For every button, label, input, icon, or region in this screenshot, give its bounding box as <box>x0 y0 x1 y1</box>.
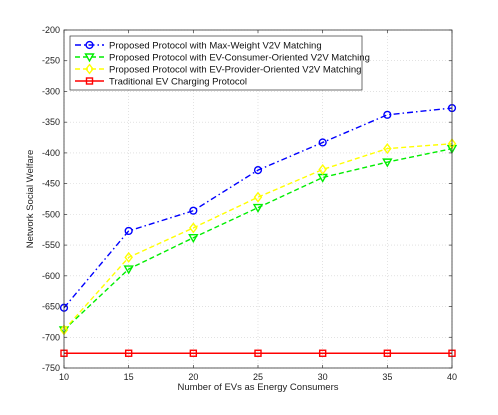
marker-square <box>383 349 392 357</box>
y-tick-label: -450 <box>42 179 60 189</box>
x-tick-label: 15 <box>124 372 134 382</box>
legend-entry: Proposed Protocol with EV-Consumer-Orien… <box>75 52 370 63</box>
marker-square <box>318 349 327 357</box>
marker-circle <box>189 206 198 215</box>
series-line <box>63 147 453 331</box>
marker-triangle-down <box>188 234 199 244</box>
marker-diamond <box>383 143 392 155</box>
marker-diamond <box>189 222 198 234</box>
x-tick-label: 25 <box>253 372 263 382</box>
marker-square <box>124 349 133 357</box>
x-axis-label: Number of EVs as Energy Consumers <box>177 382 338 393</box>
series-1 <box>59 103 457 312</box>
y-tick-label: -600 <box>42 271 60 281</box>
marker-diamond <box>124 251 133 263</box>
series-line <box>63 142 453 331</box>
legend-label: Traditional EV Charging Protocol <box>109 76 247 87</box>
marker-circle <box>85 40 94 50</box>
y-tick-label: -750 <box>42 363 60 373</box>
marker-diamond <box>85 63 94 75</box>
marker-circle <box>383 110 392 119</box>
marker-square <box>189 349 198 357</box>
legend-label: Proposed Protocol with EV-Consumer-Orien… <box>109 52 370 63</box>
marker-circle <box>124 226 133 236</box>
marker-triangle-down <box>252 203 264 214</box>
y-tick-label: -200 <box>42 25 60 35</box>
y-tick-label: -700 <box>42 332 60 342</box>
marker-square <box>254 349 262 357</box>
x-tick-label: 30 <box>318 372 328 382</box>
series-line <box>63 107 453 309</box>
legend-label: Proposed Protocol with Max-Weight V2V Ma… <box>109 40 322 51</box>
y-tick-label: -500 <box>42 209 60 219</box>
marker-circle <box>253 166 263 175</box>
x-tick-label: 20 <box>188 372 198 382</box>
y-tick-label: -400 <box>42 148 60 158</box>
marker-square <box>85 77 94 85</box>
legend: Proposed Protocol with Max-Weight V2V Ma… <box>69 35 370 91</box>
y-tick-label: -300 <box>42 86 60 96</box>
x-tick-label: 40 <box>447 372 457 382</box>
legend-entry: Proposed Protocol with EV-Provider-Orien… <box>75 63 361 75</box>
legend-entry: Proposed Protocol with Max-Weight V2V Ma… <box>75 40 322 51</box>
marker-triangle-down <box>123 265 134 275</box>
x-tick-label: 35 <box>382 372 392 382</box>
y-tick-label: -350 <box>42 117 60 127</box>
legend-box <box>69 35 363 91</box>
legend-label: Proposed Protocol with EV-Provider-Orien… <box>109 64 361 75</box>
x-tick-label: 10 <box>59 372 69 382</box>
marker-diamond <box>318 163 327 176</box>
y-tick-label: -250 <box>42 56 60 66</box>
legend-entry: Traditional EV Charging Protocol <box>75 76 247 87</box>
marker-triangle-down <box>84 53 95 63</box>
y-tick-label: -650 <box>42 302 60 312</box>
marker-triangle-down <box>382 158 393 168</box>
y-axis-label: Network Social Welfare <box>25 150 36 249</box>
marker-diamond <box>253 191 263 203</box>
series-layer <box>58 103 458 357</box>
ticks: 10 15 20 25 30 35 40 -200 -250 -300 -350 -400 -450 -5… <box>42 25 457 382</box>
y-tick-label: -550 <box>42 240 60 250</box>
marker-circle <box>318 138 327 147</box>
